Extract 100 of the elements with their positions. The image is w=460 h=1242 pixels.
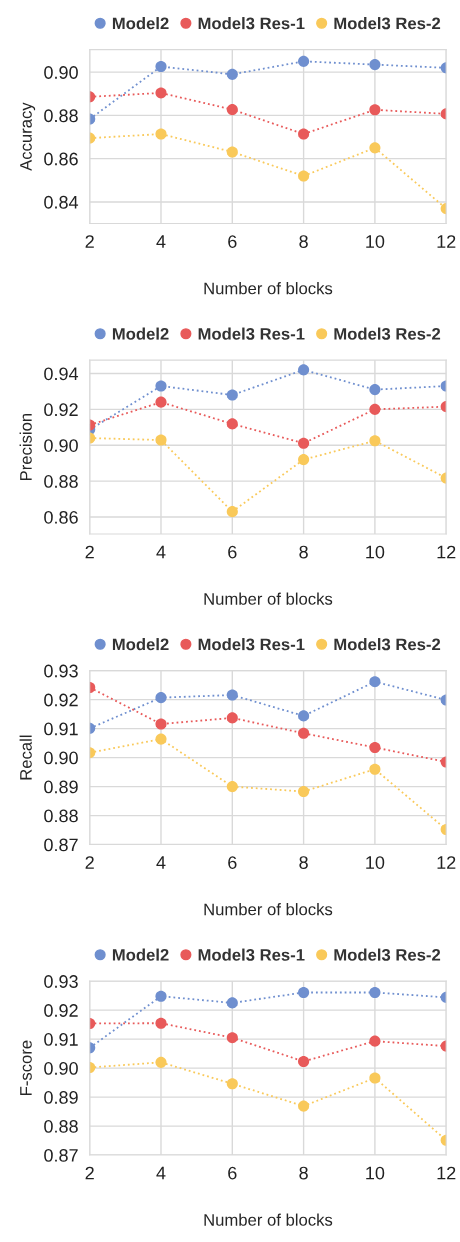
point [298, 437, 310, 449]
x-axis-title: Number of blocks [204, 1213, 333, 1226]
x-tick-label: 8 [299, 856, 308, 869]
legend-label: Model3 Res-2 [334, 327, 441, 340]
x-tick-label: 4 [156, 856, 166, 869]
x-tick-label: 10 [366, 1166, 385, 1180]
point [226, 68, 238, 80]
point [298, 986, 310, 999]
x-tick-label: 2 [85, 545, 94, 559]
y-tick-label: 0.92 [44, 403, 78, 417]
y-tick-label: 0.88 [44, 109, 78, 123]
y-tick-label: 0.93 [44, 975, 78, 988]
point [298, 1100, 310, 1112]
point [369, 1072, 381, 1084]
y-tick-label: 0.90 [44, 1062, 78, 1075]
point [226, 997, 238, 1009]
x-tick-label: 2 [85, 856, 94, 869]
x-tick-label: 2 [85, 1166, 94, 1180]
point [369, 741, 381, 754]
y-tick-label: 0.89 [44, 780, 78, 794]
x-tick-label: 4 [156, 1166, 166, 1180]
point [155, 60, 167, 73]
point [226, 389, 238, 401]
x-axis-title: Number of blocks [204, 592, 333, 605]
legend-label: Model2 [112, 17, 169, 30]
x-axis-title: Number of blocks [204, 282, 333, 295]
y-tick-label: 0.94 [44, 367, 79, 381]
legend-label: Model3 Res-1 [198, 17, 305, 30]
y-tick-label: 0.88 [44, 809, 78, 823]
legend-label: Model2 [112, 948, 169, 961]
x-tick-label: 6 [228, 545, 237, 559]
y-tick-label: 0.90 [44, 66, 78, 79]
point [369, 384, 381, 396]
point [369, 986, 381, 999]
point [369, 403, 381, 415]
point [369, 1035, 381, 1047]
point [226, 1032, 238, 1044]
point [226, 146, 238, 158]
y-tick-label: 0.84 [44, 195, 79, 209]
x-tick-label: 10 [366, 545, 385, 559]
legend-label: Model2 [112, 327, 169, 340]
x-tick-label: 6 [228, 856, 237, 869]
point [155, 733, 167, 745]
point [298, 727, 310, 739]
x-tick-label: 8 [299, 1166, 308, 1180]
point [298, 55, 310, 67]
point [298, 785, 310, 798]
point [298, 710, 310, 722]
x-tick-label: 12 [437, 235, 456, 248]
point [369, 763, 381, 775]
point [226, 781, 238, 793]
point [226, 712, 238, 724]
point [155, 990, 167, 1002]
point [226, 689, 238, 701]
x-tick-label: 2 [85, 235, 94, 248]
point [369, 676, 381, 688]
y-tick-label: 0.89 [44, 1091, 78, 1104]
x-tick-label: 8 [299, 545, 308, 559]
point [298, 454, 310, 466]
point [369, 59, 381, 71]
y-tick-label: 0.91 [44, 722, 78, 736]
y-tick-label: 0.87 [44, 838, 78, 852]
point [155, 692, 167, 704]
y-axis-title: Accuracy [20, 102, 36, 171]
point [298, 364, 310, 376]
x-tick-label: 4 [156, 235, 166, 248]
y-tick-label: 0.88 [44, 1120, 78, 1133]
y-tick-label: 0.90 [44, 439, 78, 452]
point [155, 1056, 167, 1068]
point [298, 128, 310, 140]
y-tick-label: 0.87 [44, 1148, 78, 1162]
y-tick-label: 0.93 [44, 664, 78, 678]
x-tick-label: 12 [437, 856, 456, 869]
y-tick-label: 0.88 [44, 475, 78, 488]
point [155, 718, 167, 730]
point [226, 418, 238, 430]
y-tick-label: 0.86 [44, 152, 78, 166]
point [298, 170, 310, 182]
point [155, 87, 167, 99]
legend-label: Model3 Res-1 [198, 327, 305, 340]
x-tick-label: 12 [437, 545, 456, 559]
x-tick-label: 12 [437, 1166, 456, 1180]
point [369, 142, 381, 154]
x-axis-title: Number of blocks [204, 903, 333, 916]
point [369, 435, 381, 447]
y-tick-label: 0.90 [44, 751, 78, 765]
point [226, 1078, 238, 1090]
legend-label: Model3 Res-2 [334, 638, 441, 651]
point [155, 396, 167, 408]
x-tick-label: 6 [228, 1166, 237, 1180]
x-tick-label: 6 [228, 235, 237, 248]
y-tick-label: 0.86 [44, 510, 78, 524]
y-tick-label: 0.92 [44, 1004, 78, 1017]
y-axis-title: Recall [19, 735, 32, 780]
x-tick-label: 8 [299, 235, 308, 248]
legend-label: Model3 Res-2 [334, 948, 441, 961]
point [226, 104, 238, 116]
point [226, 506, 238, 518]
legend-label: Model3 Res-1 [198, 638, 305, 651]
point [155, 128, 167, 140]
